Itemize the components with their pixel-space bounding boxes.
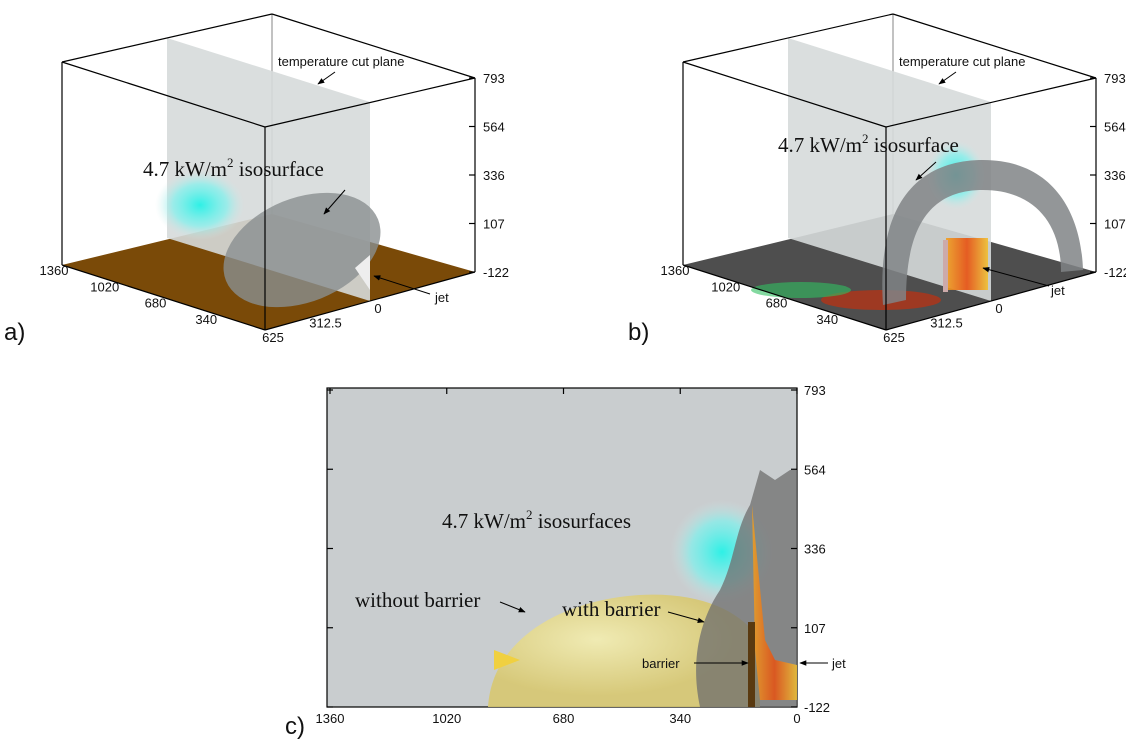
panel-label: c) [285, 713, 305, 740]
jet-label: jet [434, 290, 449, 305]
barrier-label: barrier [642, 656, 680, 671]
without-barrier-label: without barrier [355, 588, 480, 612]
x-tick-label: 340 [669, 711, 691, 726]
label-part: 2 [862, 131, 869, 146]
arrow [323, 189, 346, 215]
cut-plane-label: temperature cut plane [278, 54, 404, 69]
heat-spot [751, 282, 851, 298]
panel-label: b) [628, 319, 649, 346]
width-tick-label: 312.5 [930, 316, 963, 331]
z-tick-label: 336 [1104, 168, 1126, 183]
edge [61, 264, 266, 331]
isosurface-label: 4.7 kW/m2 isosurfaces [442, 507, 631, 533]
z-tick-label: -122 [804, 700, 830, 715]
jet-cone [355, 255, 370, 290]
edge [264, 271, 476, 331]
depth-tick-label: 1360 [661, 263, 690, 278]
z-tick-label: 793 [804, 383, 826, 398]
barrier [943, 240, 948, 292]
width-tick-label: 0 [374, 301, 381, 316]
isosurface [223, 192, 381, 308]
cut-plane [788, 38, 991, 301]
cut-plane-label: temperature cut plane [899, 54, 1025, 69]
depth-tick-label: 340 [195, 312, 217, 327]
label-part: 4.7 kW/m [778, 133, 862, 157]
arrow [915, 161, 937, 181]
isosurface-without-barrier [488, 594, 760, 707]
isosurface-tip [494, 650, 520, 670]
z-tick-label: 564 [1104, 120, 1126, 135]
isosurface-with-barrier [696, 470, 797, 707]
x-tick-label: 1020 [432, 711, 461, 726]
depth-tick-label: 680 [145, 296, 167, 311]
depth-tick-label: 1020 [90, 279, 119, 294]
label-part: 4.7 kW/m [143, 157, 227, 181]
arrow [982, 266, 1050, 287]
x-tick-label: 680 [553, 711, 575, 726]
z-tick-label: 107 [1104, 217, 1126, 232]
edge [885, 77, 1097, 128]
barrier [748, 622, 755, 707]
z-tick-label: 336 [483, 168, 505, 183]
panel-b: 793 564 336 107 -122 1360 1020 680 340 625 312.5 0 t… [628, 13, 1126, 346]
isosurface-label: 4.7 kW/m2 isosurface [143, 155, 324, 181]
arrow [317, 71, 336, 85]
edge [885, 271, 1097, 331]
z-tick-label: 336 [804, 542, 826, 557]
depth-tick-label: 680 [766, 296, 788, 311]
x-tick-label: 0 [793, 711, 800, 726]
z-tick-label: 107 [804, 621, 826, 636]
z-tick-label: 564 [804, 462, 826, 477]
width-tick-label: 0 [995, 301, 1002, 316]
temperature-field [946, 238, 988, 290]
panel-c: 4.7 kW/m2 isosurfaces without barrier wi… [285, 383, 846, 740]
isosurface [882, 160, 1083, 305]
depth-tick-label: 1360 [40, 263, 69, 278]
edge [61, 13, 273, 63]
z-tick-label: 793 [1104, 71, 1126, 86]
z-tick-label: 107 [483, 217, 505, 232]
panel-label: a) [4, 319, 25, 346]
edge [892, 13, 1097, 79]
edge [682, 264, 887, 331]
width-tick-label: 625 [883, 330, 905, 345]
arrow [667, 611, 705, 624]
depth-tick-label: 1020 [711, 279, 740, 294]
z-tick-label: 564 [483, 120, 505, 135]
panel-a: 793 564 336 107 -122 1360 1020 680 340 625 312.5 0 t… [4, 13, 509, 346]
x-tick-label: 1360 [316, 711, 345, 726]
width-tick-label: 312.5 [309, 316, 342, 331]
edge [682, 13, 894, 63]
arrow [938, 71, 957, 85]
label-part: isosurface [869, 133, 959, 157]
label-part: 2 [227, 155, 234, 170]
isosurface-label: 4.7 kW/m2 isosurface [778, 131, 959, 157]
jet-label: jet [1050, 283, 1065, 298]
cyan-region [155, 170, 245, 240]
arrow [499, 601, 526, 613]
heat-spot [821, 290, 941, 310]
edge [61, 61, 266, 128]
label-part: isosurface [234, 157, 324, 181]
edge [271, 13, 476, 79]
z-tick-label: -122 [483, 265, 509, 280]
depth-tick-label: 340 [816, 312, 838, 327]
edge [264, 77, 476, 128]
edge [682, 61, 887, 128]
jet-label: jet [831, 656, 846, 671]
arrow [373, 275, 431, 295]
width-tick-label: 625 [262, 330, 284, 345]
z-tick-label: 793 [483, 71, 505, 86]
with-barrier-label: with barrier [562, 597, 661, 621]
temperature-field [752, 505, 797, 700]
z-tick-label: -122 [1104, 265, 1126, 280]
